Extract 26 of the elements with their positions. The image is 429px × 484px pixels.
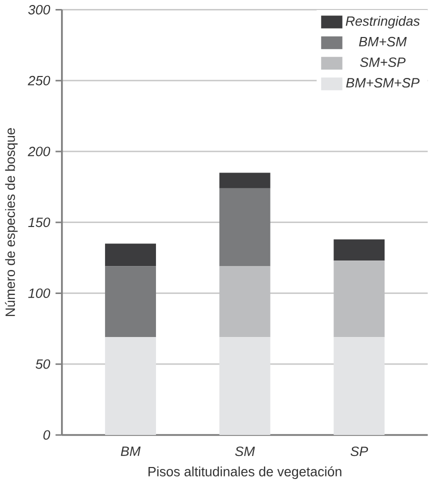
bar	[220, 266, 270, 338]
y-tick-label: 0	[44, 430, 50, 440]
bar	[220, 172, 270, 188]
bar	[220, 337, 270, 435]
y-tick-label: 250	[28, 76, 50, 86]
y-tick-label: 200	[28, 146, 50, 156]
y-tick-label: 100	[28, 288, 50, 298]
bar	[105, 337, 156, 435]
y-tick-label: 50	[36, 359, 50, 369]
bar	[105, 244, 156, 266]
legend-label: BM+SM	[359, 36, 407, 46]
bar	[334, 239, 385, 261]
legend-label: BM+SM+SP	[346, 78, 420, 88]
bar	[220, 188, 270, 266]
y-tick-label: 300	[28, 4, 50, 14]
y-axis-title: Número de especies de bosque	[5, 128, 18, 316]
bar	[105, 266, 156, 338]
y-tick-label: 150	[28, 218, 50, 228]
bar	[334, 260, 385, 338]
bar	[334, 337, 385, 435]
x-tick-label: SM	[235, 446, 256, 456]
x-tick-label: BM	[121, 446, 141, 456]
legend-label: SM+SP	[360, 57, 406, 67]
x-tick-label: SP	[350, 446, 368, 456]
legend-label: Restringidas	[346, 16, 420, 29]
x-axis-title: Pisos altitudinales de vegetación	[148, 466, 342, 480]
